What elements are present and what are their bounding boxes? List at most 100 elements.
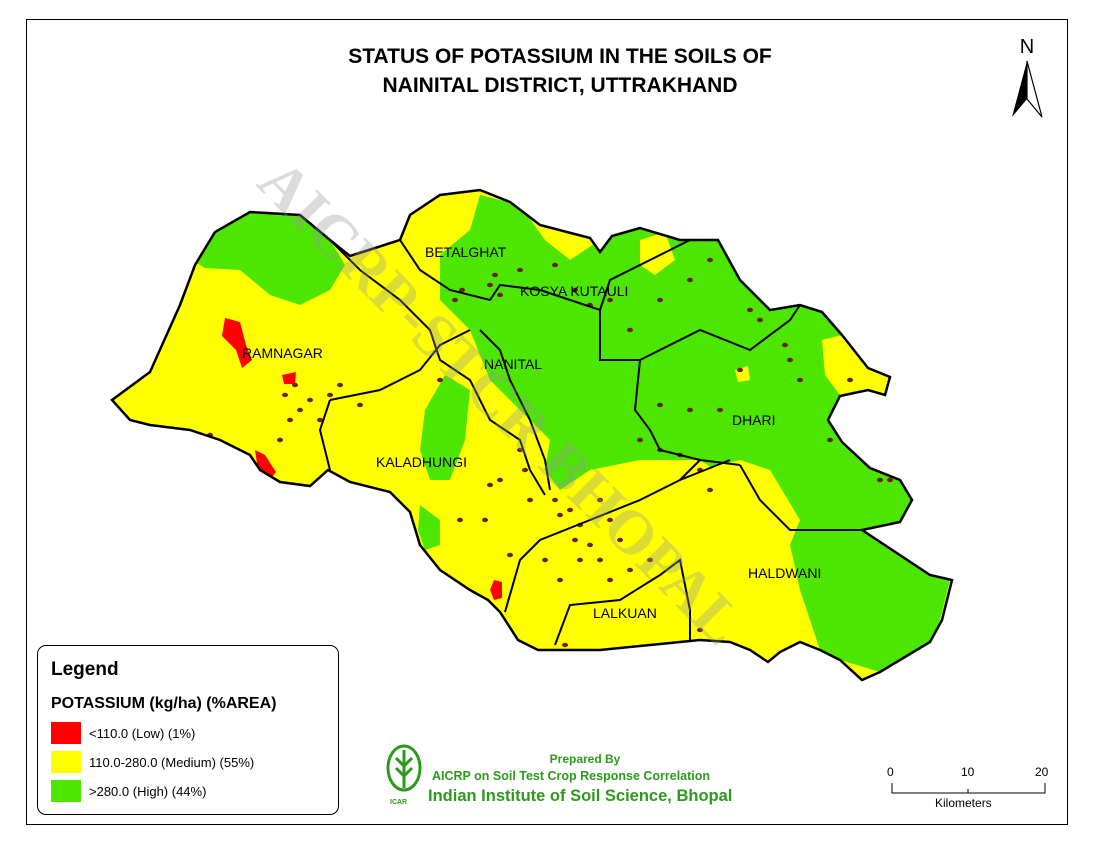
zone-low-patch xyxy=(255,450,276,482)
sample-point xyxy=(552,497,558,503)
district-label-nanital: NANITAL xyxy=(484,356,542,372)
map-title: STATUS OF POTASSIUM IN THE SOILS OF NAIN… xyxy=(300,42,820,100)
credit-institute: Indian Institute of Soil Science, Bhopal xyxy=(428,787,733,805)
sample-point xyxy=(787,357,793,363)
district-label-betalghat: BETALGHAT xyxy=(425,244,507,260)
sample-point xyxy=(452,297,458,303)
sample-point xyxy=(282,392,288,398)
sample-point xyxy=(577,557,583,563)
sample-point xyxy=(459,287,465,293)
sample-point xyxy=(277,437,283,443)
swatch-medium xyxy=(51,751,81,773)
sample-point xyxy=(597,497,603,503)
north-arrow: N xyxy=(1008,36,1046,126)
sample-point xyxy=(747,307,753,313)
district-boundaries xyxy=(318,239,860,646)
zone-low-ramnagar xyxy=(222,318,252,368)
sample-point xyxy=(517,447,523,453)
swatch-high xyxy=(51,780,81,802)
sample-point xyxy=(522,467,528,473)
sample-point xyxy=(877,477,883,483)
scale-tick-20: 20 xyxy=(1035,765,1049,779)
legend-item-low: <110.0 (Low) (1%) xyxy=(51,722,195,744)
sample-point xyxy=(847,377,853,383)
zone-high-patch xyxy=(418,505,440,550)
sample-points xyxy=(207,257,893,648)
sample-point xyxy=(687,277,693,283)
district-label-kosya-kutauli: KOSYA KUTAULI xyxy=(520,283,628,299)
sample-point xyxy=(292,382,298,388)
zone-high-northwest xyxy=(195,210,345,305)
district-label-kaladhungi: KALADHUNGI xyxy=(376,454,467,470)
sample-point xyxy=(562,642,568,648)
sample-point xyxy=(337,382,343,388)
sample-point xyxy=(557,512,563,518)
zone-low-patch xyxy=(490,580,502,600)
sample-point xyxy=(357,402,363,408)
sample-point xyxy=(327,392,333,398)
sample-point xyxy=(647,557,653,563)
sample-point xyxy=(492,272,498,278)
zone-medium-patch xyxy=(700,460,800,545)
swatch-low xyxy=(51,722,81,744)
zone-high-kaladhungi xyxy=(420,375,470,480)
sample-point xyxy=(707,257,713,263)
sample-point xyxy=(552,262,558,268)
legend-label: 110.0-280.0 (Medium) (55%) xyxy=(89,754,255,770)
sample-point xyxy=(497,477,503,483)
district-label-ramnagar: RAMNAGAR xyxy=(242,345,323,361)
sample-point xyxy=(657,297,663,303)
north-label: N xyxy=(1019,36,1035,58)
sample-point xyxy=(497,292,503,298)
zone-medium-patch xyxy=(822,335,868,395)
map-frame xyxy=(26,19,1068,825)
sample-point xyxy=(507,552,513,558)
sample-point xyxy=(627,327,633,333)
sample-point xyxy=(587,542,593,548)
sample-point xyxy=(617,537,623,543)
sample-point xyxy=(717,407,723,413)
credit-org: AICRP on Soil Test Crop Response Correla… xyxy=(432,769,711,783)
sample-point xyxy=(687,407,693,413)
legend-item-medium: 110.0-280.0 (Medium) (55%) xyxy=(51,751,254,773)
icar-logo-icon: ICAR xyxy=(386,744,422,806)
zone-low-patch xyxy=(282,372,296,384)
legend-item-high: >280.0 (High) (44%) xyxy=(51,780,206,802)
title-line-1: STATUS OF POTASSIUM IN THE SOILS OF xyxy=(348,45,772,68)
sample-point xyxy=(487,482,493,488)
sample-point xyxy=(487,282,493,288)
district-label-lalkuan: LALKUAN xyxy=(593,605,657,621)
sample-point xyxy=(597,557,603,563)
sample-point xyxy=(317,417,323,423)
sample-point xyxy=(287,417,293,423)
scale-bar-line xyxy=(891,783,1046,794)
sample-point xyxy=(607,517,613,523)
scale-unit: Kilometers xyxy=(935,796,992,810)
district-label-dhari: DHARI xyxy=(732,412,776,428)
sample-point xyxy=(887,477,893,483)
sample-point xyxy=(307,397,313,403)
sample-point xyxy=(572,537,578,543)
scale-bar: 0 10 20 Kilometers xyxy=(880,765,1060,815)
credit-block: ICAR Prepared By AICRP on Soil Test Crop… xyxy=(380,740,780,808)
scale-tick-10: 10 xyxy=(961,765,975,779)
sample-point xyxy=(457,517,463,523)
prepared-by: Prepared By xyxy=(549,752,621,766)
sample-point xyxy=(797,377,803,383)
sample-point xyxy=(437,377,443,383)
sample-point xyxy=(607,297,613,303)
district-label-haldwani: HALDWANI xyxy=(748,565,821,581)
sample-point xyxy=(517,267,523,273)
svg-text:ICAR: ICAR xyxy=(390,799,407,806)
sample-point xyxy=(657,402,663,408)
legend-label: >280.0 (High) (44%) xyxy=(89,783,207,799)
sample-point xyxy=(542,557,548,563)
scale-tick-0: 0 xyxy=(887,765,894,779)
sample-point xyxy=(627,567,633,573)
sample-point xyxy=(567,507,573,513)
sample-point xyxy=(827,437,833,443)
sample-point xyxy=(737,367,743,373)
sample-point xyxy=(637,437,643,443)
sample-point xyxy=(482,517,488,523)
